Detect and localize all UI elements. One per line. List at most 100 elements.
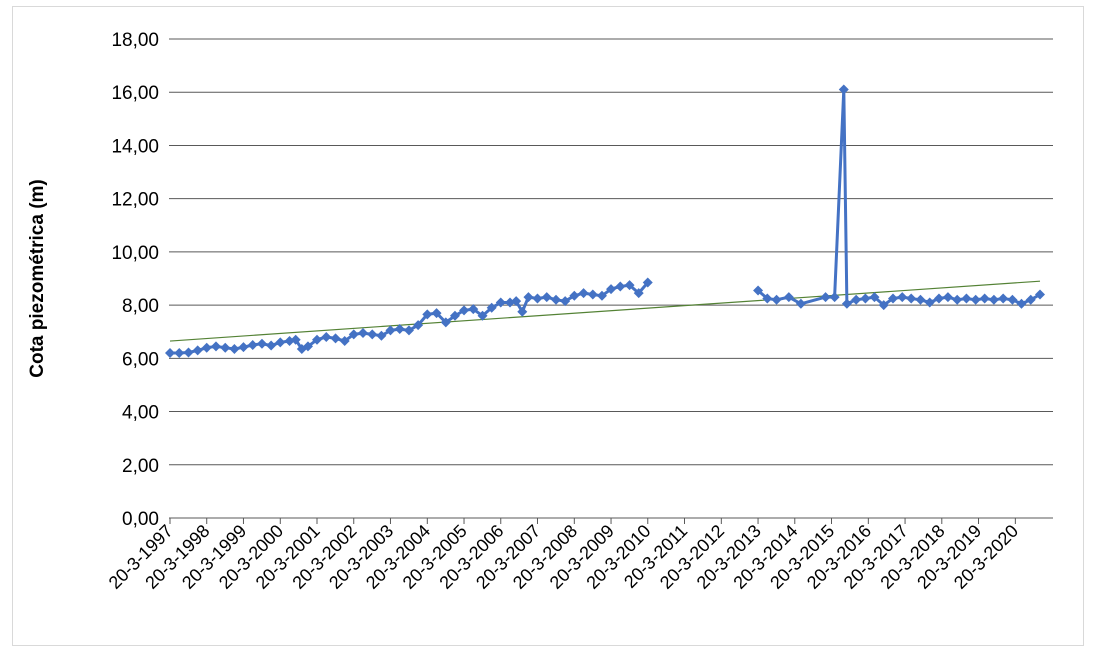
y-axis-label: Cota piezométrica (m) [27, 179, 48, 377]
data-point [523, 292, 534, 303]
data-point [468, 304, 479, 315]
data-point [302, 341, 313, 352]
data-point [1025, 294, 1036, 305]
x-axis [169, 517, 1053, 524]
data-point [915, 294, 926, 305]
data-point [753, 285, 764, 296]
data-point [569, 290, 580, 301]
data-point [906, 293, 917, 304]
data-point [220, 342, 231, 353]
data-point [820, 292, 831, 303]
data-point [247, 340, 258, 351]
data-point [532, 293, 543, 304]
data-point [403, 325, 414, 336]
data-point [596, 290, 607, 301]
data-point [256, 338, 267, 349]
data-point [952, 294, 963, 305]
data-point [367, 329, 378, 340]
data-point [933, 293, 944, 304]
data-point [841, 298, 852, 309]
data-point [838, 84, 849, 95]
data-point [229, 344, 240, 355]
y-tick-label: 18,00 [111, 30, 159, 51]
y-tick-label: 6,00 [122, 349, 159, 370]
data-point [578, 288, 589, 299]
y-tick-label: 4,00 [122, 403, 159, 424]
data-point [330, 333, 341, 344]
data-point [192, 345, 203, 356]
trendline-layer [169, 280, 1041, 342]
data-point [642, 277, 653, 288]
data-point [459, 305, 470, 316]
data-point [431, 308, 442, 319]
y-tick-label: 14,00 [111, 136, 159, 157]
y-tick-label: 2,00 [122, 456, 159, 477]
data-point [440, 317, 451, 328]
data-point [851, 294, 862, 305]
data-point [275, 337, 286, 348]
data-point [550, 294, 561, 305]
gridlines [169, 38, 1053, 519]
trendline [169, 280, 1041, 342]
data-point [385, 325, 396, 336]
data-point [942, 292, 953, 303]
data-point [979, 293, 990, 304]
data-point [887, 293, 898, 304]
data-point [783, 292, 794, 303]
data-point [560, 296, 571, 307]
data-point [860, 293, 871, 304]
data-point [869, 292, 880, 303]
chart-frame: 0,00 2,00 4,00 6,00 8,00 10,00 12,00 14,00 16,00… [12, 6, 1084, 646]
y-tick-label: 12,00 [111, 190, 159, 211]
data-point [312, 334, 323, 345]
data-point [998, 293, 1009, 304]
data-point [517, 306, 528, 317]
data-point [633, 288, 644, 299]
data-point [624, 280, 635, 291]
data-point [606, 284, 617, 295]
data-point [321, 332, 332, 343]
data-point [201, 342, 212, 353]
data-point [924, 297, 935, 308]
data-point [413, 320, 424, 331]
x-axis-ticks: 20-3-199720-3-199820-3-199920-3-200020-3… [105, 521, 1023, 593]
data-point [394, 324, 405, 335]
data-point [829, 292, 840, 303]
data-point [339, 336, 350, 347]
data-point [357, 328, 368, 339]
data-point [376, 330, 387, 341]
data-point [210, 341, 221, 352]
data-point [486, 302, 497, 313]
data-point [1035, 289, 1045, 300]
data-point [165, 348, 175, 359]
data-point [1007, 294, 1018, 305]
data-point [449, 310, 460, 321]
y-axis-ticks: 0,00 2,00 4,00 6,00 8,00 10,00 12,00 14,00 16,00… [111, 30, 159, 530]
data-point [238, 342, 249, 353]
y-tick-label: 16,00 [111, 83, 159, 104]
data-point [762, 293, 773, 304]
y-tick-label: 0,00 [122, 509, 159, 530]
data-point [266, 340, 277, 351]
data-point [495, 297, 506, 308]
data-point [897, 292, 908, 303]
data-point [795, 298, 806, 309]
data-point [1016, 298, 1027, 309]
series-layer [165, 84, 1045, 359]
data-point [587, 289, 598, 300]
y-tick-label: 10,00 [111, 243, 159, 264]
data-point [348, 329, 359, 340]
data-point [878, 300, 889, 311]
data-point [615, 281, 626, 292]
data-point [961, 293, 972, 304]
data-point [988, 294, 999, 305]
data-point [541, 292, 552, 303]
data-point [422, 309, 433, 320]
data-point [511, 296, 522, 307]
data-point [771, 294, 782, 305]
line-chart: 0,00 2,00 4,00 6,00 8,00 10,00 12,00 14,00 16,00… [27, 30, 1053, 593]
data-point [290, 334, 301, 345]
data-point [477, 310, 488, 321]
data-point [174, 348, 185, 359]
data-point [183, 347, 194, 358]
